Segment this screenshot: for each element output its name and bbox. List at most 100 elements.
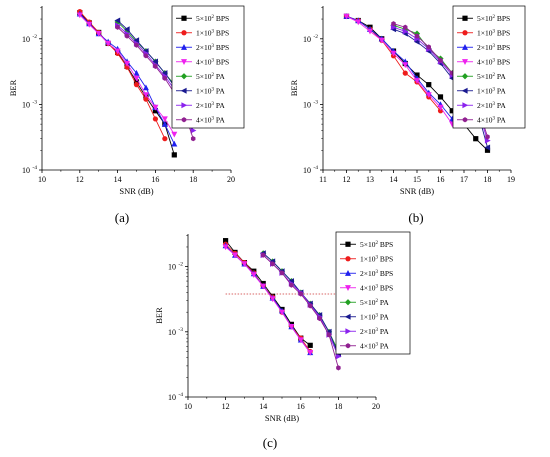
legend-entry: 4×103 BPS [477,58,510,67]
legend-entry: 1×103 PA [477,87,506,96]
series-6 [260,252,342,360]
data-point [134,42,139,48]
data-point [279,270,285,276]
data-point [437,94,444,100]
y-tick-label: 10 [22,100,30,109]
legend-entry: 2×103 BPS [360,269,393,278]
data-point [437,104,444,111]
series-3 [76,12,178,138]
legend-swatch-marker [181,15,187,21]
data-point [326,332,332,338]
legend-entry: 1×103 PA [196,87,225,96]
data-point [414,72,420,78]
y-tick-exponent: -3 [32,99,37,105]
data-point [152,108,158,114]
data-point [307,342,313,348]
x-tick-label: 18 [334,402,342,411]
data-point [473,136,479,142]
data-point [270,261,275,267]
data-point [114,17,121,24]
series-line [262,254,339,368]
data-point [288,324,295,330]
y-tick-exponent: -3 [178,327,183,333]
data-point [232,252,238,259]
legend-entry: 5×102 BPS [477,14,510,23]
x-tick-label: 18 [189,175,197,184]
data-point [105,40,112,47]
x-tick-label: 15 [413,175,421,184]
data-point [390,24,397,31]
data-point [123,26,130,33]
y-tick-exponent: -2 [313,34,318,40]
data-point [378,37,385,44]
data-point [307,349,314,356]
legend-swatch-marker [345,285,351,291]
legend-entry: 4×103 BPS [360,284,393,293]
data-point [171,152,177,158]
legend-entry: 4×103 BPS [196,58,229,67]
y-tick-exponent: -4 [313,165,318,171]
data-point [390,50,397,57]
data-point [414,78,420,84]
x-axis-label: SNR (dB) [400,186,434,196]
data-point [152,116,158,122]
series-line [225,245,311,353]
data-point [222,244,229,251]
series-line [225,246,311,353]
legend-entry: 4×103 PA [477,116,506,125]
legend-entry: 5×102 PA [360,298,389,307]
legend-swatch-marker [345,270,351,276]
x-tick-label: 14 [114,175,122,184]
y-tick-label: 10 [303,35,311,44]
data-point [269,296,276,303]
x-tick-label: 13 [366,175,374,184]
data-point [484,144,491,151]
x-tick-label: 20 [227,175,235,184]
data-point [260,283,267,290]
legend-swatch-marker [344,299,352,306]
data-point [153,63,158,69]
panel-label: (b) [408,210,423,225]
legend-swatch-marker [462,15,468,21]
data-point [403,24,408,30]
data-point [279,309,285,316]
legend-swatch-marker [345,343,351,349]
legend-entry: 5×102 BPS [360,240,393,249]
y-tick-label: 10 [168,328,176,337]
data-point [161,120,168,127]
data-point [298,291,304,297]
legend-swatch-marker [344,313,351,320]
x-tick-label: 18 [484,175,492,184]
data-point [152,104,159,111]
series-line [79,11,166,139]
data-point [95,31,102,37]
x-tick-label: 14 [390,175,398,184]
legend-entry: 1×103 BPS [196,29,229,38]
panel-label: (c) [263,435,277,450]
legend-swatch-marker [180,87,187,94]
x-tick-label: 10 [38,175,46,184]
data-point [336,365,341,371]
y-tick-exponent: -2 [178,262,183,268]
data-point [289,282,294,288]
x-tick-label: 10 [184,402,192,411]
data-point [343,13,350,20]
x-tick-label: 16 [437,175,445,184]
x-tick-label: 20 [372,402,380,411]
x-tick-label: 19 [507,175,515,184]
data-point [115,24,120,30]
data-point [485,134,490,140]
data-point [161,70,168,77]
data-point [161,116,168,123]
y-tick-label: 10 [303,100,311,109]
data-point [250,272,257,278]
legend-entry: 5×102 PA [477,72,506,81]
y-axis-label: BER [154,307,164,324]
legend-swatch-marker [345,256,351,262]
legend-swatch-marker [181,117,187,123]
x-tick-label: 17 [460,175,468,184]
x-tick-label: 12 [222,402,230,411]
